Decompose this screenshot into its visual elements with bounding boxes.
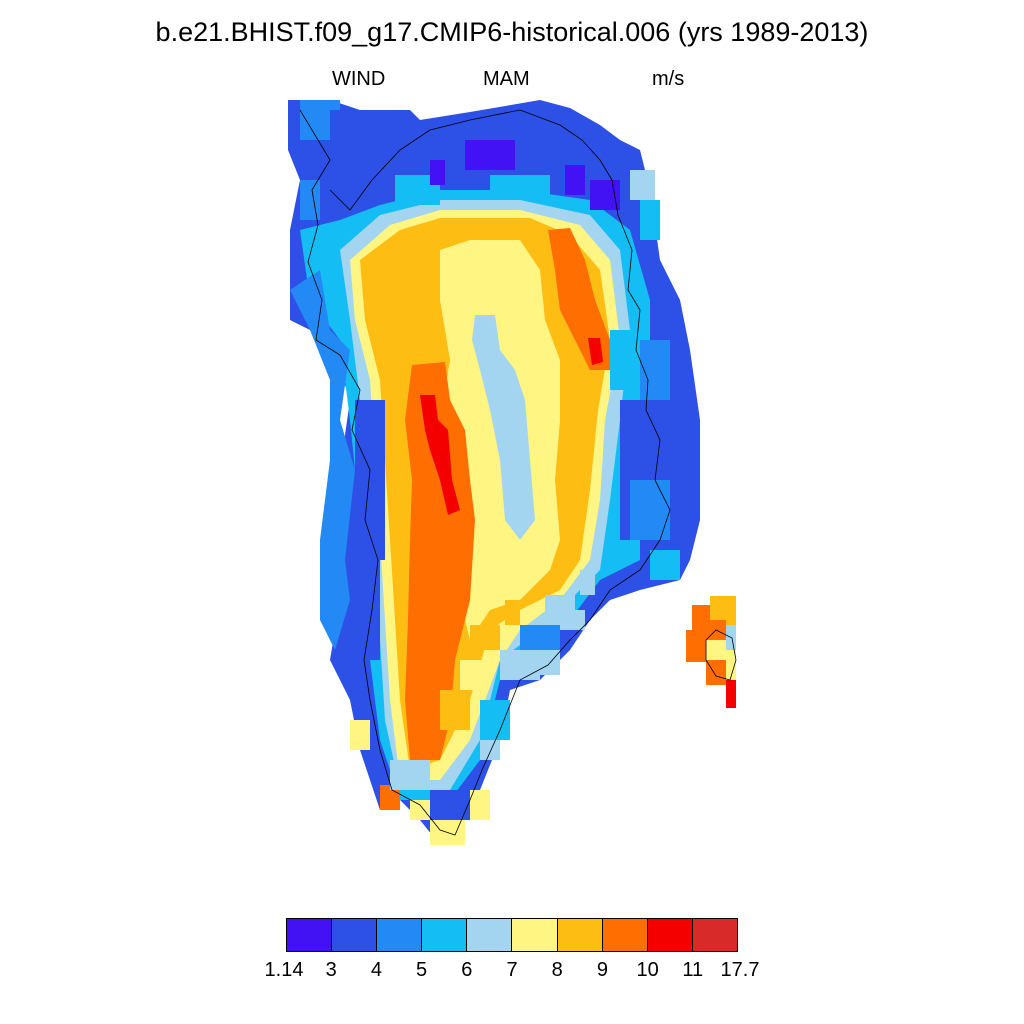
grid-cell <box>565 165 585 195</box>
colorbar-label: 1.14 <box>264 959 304 981</box>
colorbar-swatch <box>467 919 513 951</box>
grid-cell <box>460 660 485 690</box>
grid-cell <box>350 720 370 750</box>
grid-cell <box>480 700 510 740</box>
greenland-coastline <box>299 109 671 836</box>
grid-cell <box>692 605 710 630</box>
colorbar-swatch <box>287 919 333 951</box>
grid-cell <box>706 640 726 665</box>
grid-cell <box>430 160 445 185</box>
colorbar-label: 5 <box>416 959 428 981</box>
colorbar-label: 8 <box>551 959 563 981</box>
colorbar-label: 6 <box>461 959 473 981</box>
grid-cell <box>640 340 670 400</box>
colorbar-swatch <box>422 919 468 951</box>
grid-cell <box>440 690 470 730</box>
colorbar <box>286 918 738 952</box>
grid-cell <box>355 400 385 560</box>
colorbar-swatch <box>602 919 648 951</box>
season-label: MAM <box>483 68 530 90</box>
grid-cell <box>490 175 550 195</box>
grid-cell <box>500 650 540 680</box>
colorbar-label: 7 <box>506 959 518 981</box>
grid-cell <box>580 570 595 595</box>
grid-cell <box>410 800 430 820</box>
units-label: m/s <box>652 68 685 90</box>
colorbar-label: 3 <box>325 959 337 981</box>
colorbar-label: 9 <box>596 959 608 981</box>
grid-cell <box>630 170 655 200</box>
colorbar-swatch <box>557 919 603 951</box>
grid-cell <box>470 625 500 650</box>
grid-cell <box>505 600 520 625</box>
grid-cell <box>300 180 320 220</box>
grid-cell <box>545 595 575 625</box>
colorbar-label: 4 <box>370 959 382 981</box>
region-light-blue-core <box>472 315 535 540</box>
grid-cell <box>610 330 635 390</box>
grid-cell <box>726 680 736 708</box>
grid-cell <box>630 480 670 540</box>
region-orange-east <box>548 228 615 370</box>
coastline <box>299 109 737 836</box>
colorbar-swatch <box>377 919 423 951</box>
grid-cell <box>480 740 500 760</box>
grid-cell <box>390 760 430 790</box>
grid-cell <box>726 650 736 680</box>
region-orange-west <box>405 362 475 760</box>
wind-field <box>288 100 700 845</box>
grid-cell <box>650 550 680 580</box>
colorbar-labels: 1.14 3 4 5 6 7 8 9 10 11 17.7 <box>0 957 1024 987</box>
variable-label: WIND <box>332 68 386 90</box>
grid-cell <box>590 180 620 210</box>
colorbar-label: 11 <box>682 959 704 981</box>
grid-cell <box>470 790 490 820</box>
colorbar-swatch <box>647 919 693 951</box>
grid-cell <box>706 660 726 685</box>
grid-cell <box>430 790 470 820</box>
colorbar-swatch <box>692 919 737 951</box>
grid-cell <box>465 140 515 170</box>
region-red-west <box>420 395 460 515</box>
colorbar-swatch <box>512 919 558 951</box>
region-mid-blue-west <box>290 270 355 650</box>
colorbar-swatch <box>332 919 378 951</box>
iceland-coastline <box>705 629 737 681</box>
grid-cell <box>640 200 660 240</box>
colorbar-label: 17.7 <box>720 959 760 981</box>
grid-cell <box>686 630 706 662</box>
grid-cell <box>330 110 360 140</box>
colorbar-label: 10 <box>636 959 659 981</box>
grid-cell <box>350 560 380 660</box>
region-red-east <box>588 338 603 365</box>
map-title: b.e21.BHIST.f09_g17.CMIP6-historical.006… <box>155 17 869 47</box>
